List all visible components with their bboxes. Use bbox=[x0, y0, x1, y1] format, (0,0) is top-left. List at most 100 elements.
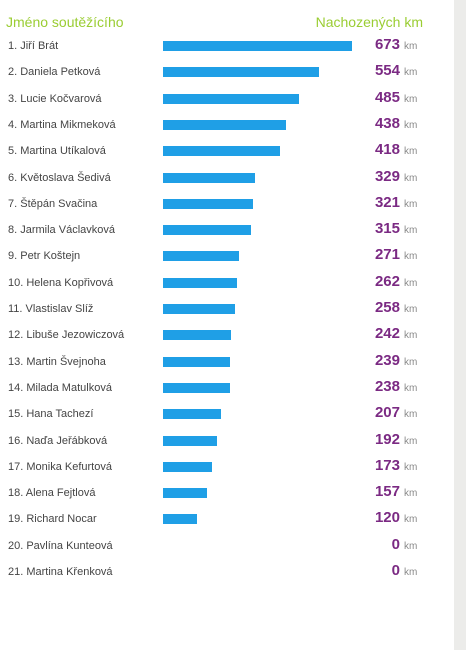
km-bar bbox=[163, 119, 286, 130]
leaderboard-row: 10. Helena Kopřivová 262 km bbox=[0, 271, 454, 297]
km-unit: km bbox=[404, 488, 418, 500]
km-bar bbox=[163, 225, 252, 236]
km-bar bbox=[163, 277, 237, 288]
km-unit: km bbox=[404, 277, 418, 289]
km-unit: km bbox=[404, 330, 418, 342]
leaderboard-row: 1. Jiří Brát 673 km bbox=[0, 34, 454, 60]
km-bar bbox=[163, 356, 231, 367]
km-bar bbox=[163, 198, 254, 209]
leaderboard-row: 18. Alena Fejtlová 157 km bbox=[0, 481, 454, 507]
competitor-name: 20. Pavlína Kunteová bbox=[8, 539, 113, 552]
km-unit: km bbox=[404, 514, 418, 526]
km-value: 238 bbox=[374, 377, 400, 395]
km-value: 173 bbox=[374, 456, 400, 474]
km-bar bbox=[163, 461, 212, 472]
km-value: 321 bbox=[374, 193, 400, 211]
km-unit: km bbox=[404, 172, 418, 184]
leaderboard-row: 16. Naďa Jeřábková 192 km bbox=[0, 429, 454, 455]
competitor-name: 13. Martin Švejnoha bbox=[8, 355, 106, 368]
km-value: 242 bbox=[374, 325, 400, 343]
km-value: 485 bbox=[374, 88, 400, 106]
competitor-name: 8. Jarmila Václavková bbox=[8, 224, 115, 237]
km-bar bbox=[163, 172, 256, 183]
leaderboard-row: 19. Richard Nocar 120 km bbox=[0, 507, 454, 533]
competitor-name: 3. Lucie Kočvarová bbox=[8, 92, 102, 105]
km-value: 0 bbox=[391, 562, 400, 579]
leaderboard-row: 15. Hana Tachezí 207 km bbox=[0, 402, 454, 428]
km-value: 258 bbox=[374, 299, 400, 316]
km-unit: km bbox=[404, 41, 418, 52]
km-unit: km bbox=[404, 304, 418, 315]
leaderboard-row: 20. Pavlína Kunteová 0 km bbox=[0, 534, 454, 560]
leaderboard-row: 17. Monika Kefurtová 173 km bbox=[0, 455, 454, 481]
km-bar bbox=[163, 93, 300, 104]
leaderboard-panel: Jméno soutěžícího Nachozených km 1. Jiří… bbox=[0, 0, 454, 650]
km-value: 239 bbox=[374, 351, 400, 369]
name-column-header: Jméno soutěžícího bbox=[6, 14, 124, 30]
km-bar bbox=[163, 67, 319, 78]
competitor-name: 19. Richard Nocar bbox=[8, 513, 97, 526]
km-unit: km bbox=[404, 251, 418, 263]
leaderboard-row: 5. Martina Utíkalová 418 km bbox=[0, 139, 454, 165]
scroll-edge bbox=[454, 0, 466, 650]
leaderboard-row: 7. Štěpán Svačina 321 km bbox=[0, 192, 454, 218]
km-unit: km bbox=[404, 567, 418, 578]
leaderboard-row: 21. Martina Křenková 0 km bbox=[0, 560, 454, 586]
km-bar bbox=[163, 514, 197, 525]
km-bar bbox=[163, 304, 236, 314]
km-value: 418 bbox=[374, 141, 400, 159]
competitor-name: 11. Vlastislav Slíž bbox=[8, 303, 94, 315]
km-value: 554 bbox=[374, 62, 400, 80]
leaderboard-row: 9. Petr Koštejn 271 km bbox=[0, 244, 454, 270]
km-value: 192 bbox=[374, 430, 400, 448]
km-value: 262 bbox=[374, 272, 400, 290]
km-bar bbox=[163, 382, 230, 393]
km-unit: km bbox=[404, 409, 418, 421]
competitor-name: 14. Milada Matulková bbox=[8, 381, 112, 394]
km-bar bbox=[163, 435, 217, 446]
km-value: 438 bbox=[374, 114, 400, 132]
competitor-name: 18. Alena Fejtlová bbox=[8, 487, 96, 500]
competitor-name: 21. Martina Křenková bbox=[8, 566, 113, 578]
km-value: 207 bbox=[374, 404, 400, 422]
leaderboard-row: 2. Daniela Petková 554 km bbox=[0, 60, 454, 86]
km-value: 157 bbox=[374, 483, 400, 501]
km-unit: km bbox=[404, 461, 418, 473]
competitor-name: 9. Petr Koštejn bbox=[8, 250, 81, 263]
competitor-name: 5. Martina Utíkalová bbox=[8, 145, 106, 158]
km-value: 120 bbox=[374, 509, 400, 527]
competitor-name: 17. Monika Kefurtová bbox=[8, 460, 112, 473]
leaderboard-row: 13. Martin Švejnoha 239 km bbox=[0, 350, 454, 376]
km-unit: km bbox=[404, 356, 418, 368]
km-value: 673 bbox=[374, 36, 400, 53]
km-bar bbox=[163, 330, 231, 341]
competitor-name: 2. Daniela Petková bbox=[8, 66, 101, 79]
km-unit: km bbox=[404, 435, 418, 447]
competitor-name: 16. Naďa Jeřábková bbox=[8, 434, 108, 447]
leaderboard-row: 3. Lucie Kočvarová 485 km bbox=[0, 87, 454, 113]
km-unit: km bbox=[404, 382, 418, 394]
competitor-name: 12. Libuše Jezowiczová bbox=[8, 329, 125, 342]
km-bar bbox=[163, 409, 222, 420]
km-bar bbox=[163, 488, 208, 499]
km-column-header: Nachozených km bbox=[315, 14, 423, 30]
km-value: 329 bbox=[374, 167, 400, 185]
competitor-name: 10. Helena Kopřivová bbox=[8, 276, 114, 289]
km-unit: km bbox=[404, 93, 418, 105]
km-unit: km bbox=[404, 540, 418, 552]
competitor-name: 15. Hana Tachezí bbox=[8, 408, 94, 421]
km-bar bbox=[163, 41, 352, 51]
leaderboard-row: 8. Jarmila Václavková 315 km bbox=[0, 218, 454, 244]
competitor-name: 7. Štěpán Svačina bbox=[8, 197, 98, 210]
leaderboard-row: 6. Květoslava Šedivá 329 km bbox=[0, 166, 454, 192]
competitor-name: 1. Jiří Brát bbox=[8, 40, 59, 52]
leaderboard-row: 4. Martina Mikmeková 438 km bbox=[0, 113, 454, 139]
km-unit: km bbox=[404, 225, 418, 237]
km-bar bbox=[163, 251, 240, 262]
competitor-name: 4. Martina Mikmeková bbox=[8, 118, 116, 131]
km-value: 0 bbox=[391, 535, 400, 553]
km-value: 271 bbox=[374, 246, 400, 264]
km-unit: km bbox=[404, 67, 418, 79]
km-bar bbox=[163, 146, 281, 157]
leaderboard-row: 12. Libuše Jezowiczová 242 km bbox=[0, 323, 454, 349]
